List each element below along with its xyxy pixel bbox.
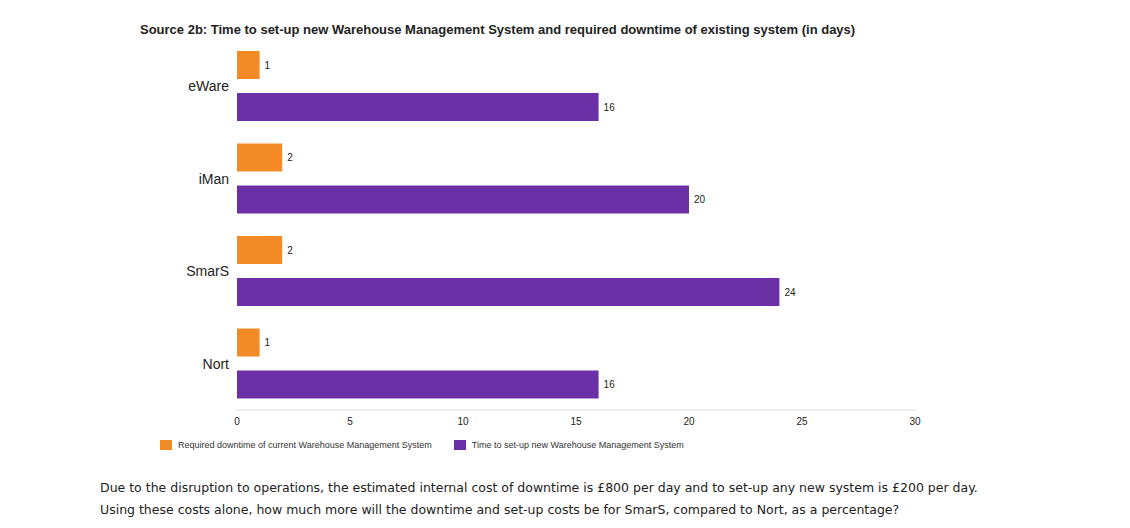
html-text:Required downtime of current W: Required downtime of current Warehouse M… [178,440,432,450]
html-text:Time to set-up new Warehouse M: Time to set-up new Warehouse Management … [471,440,684,450]
svg-text:24: 24 [784,287,796,298]
svg-text:SmarS: SmarS [186,263,229,279]
svg-text:iMan: iMan [199,171,229,187]
svg-text:2: 2 [287,152,293,163]
svg-text:eWare: eWare [188,78,229,94]
html-text:Using these costs alone, how m: Using these costs alone, how much more w… [100,502,900,517]
svg-text:0: 0 [234,416,240,427]
svg-text:30: 30 [909,416,921,427]
svg-text:16: 16 [604,379,616,390]
html-text:Due to the disruption to opera: Due to the disruption to operations, the… [100,480,978,495]
svg-text:Nort: Nort [203,356,230,372]
svg-text:1: 1 [265,337,271,348]
svg-text:16: 16 [604,102,616,113]
svg-text:20: 20 [683,416,695,427]
svg-text:1: 1 [265,60,271,71]
svg-text:10: 10 [457,416,469,427]
svg-text:2: 2 [287,245,293,256]
svg-text:15: 15 [570,416,582,427]
html-text:Source 2b: Time to set-up new: Source 2b: Time to set-up new Warehouse … [140,22,856,37]
svg-text:20: 20 [694,194,706,205]
svg-text:5: 5 [347,416,353,427]
svg-text:25: 25 [796,416,808,427]
